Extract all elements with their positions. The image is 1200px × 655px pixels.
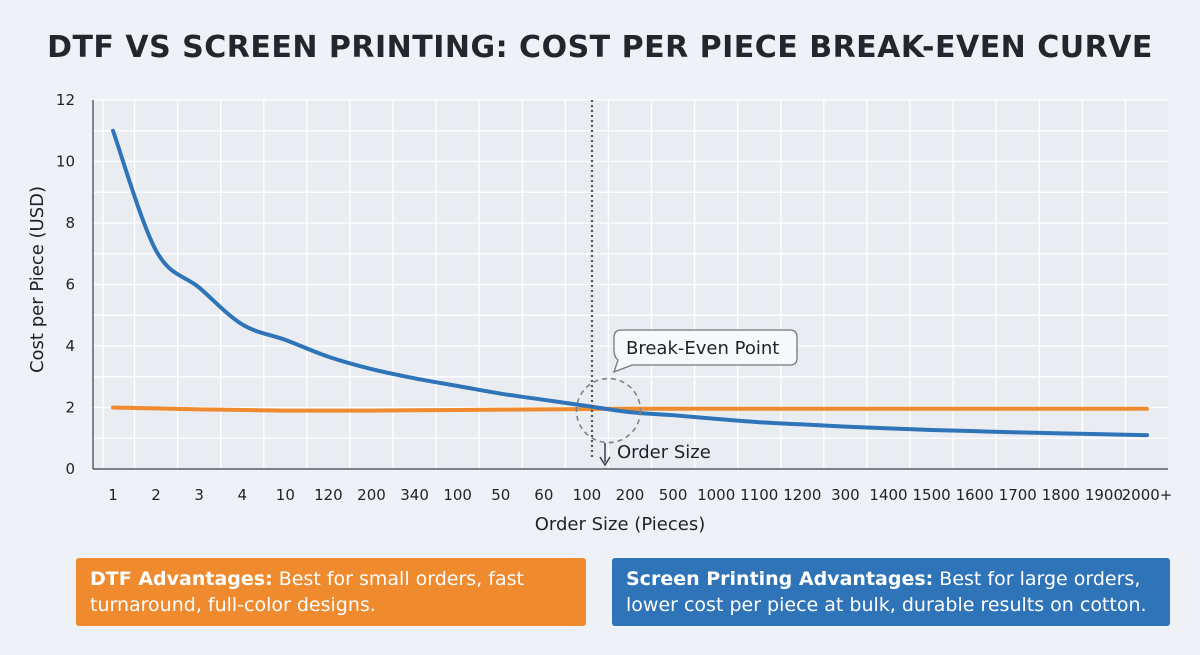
x-tick-label: 1800 [1042,486,1080,504]
x-tick-label: 500 [659,486,688,504]
x-tick-label: 100 [573,486,602,504]
x-tick-label: 2 [151,486,161,504]
x-tick-label: 2000+ [1122,486,1173,504]
y-tick-label: 4 [65,337,75,355]
x-tick-label: 1700 [999,486,1037,504]
x-tick-label: 120 [314,486,343,504]
x-tick-label: 1600 [956,486,994,504]
screen-printing-advantages-text: Best for large orders, lower cost per pi… [626,568,1147,616]
order-size-arrow-icon [599,456,611,467]
x-tick-label: 60 [534,486,553,504]
x-tick-label: 340 [400,486,429,504]
x-tick-label: 1200 [783,486,821,504]
y-tick-label: 8 [65,214,75,232]
x-tick-label: 300 [831,486,860,504]
y-tick-label: 6 [65,276,75,294]
series-line-blue [111,128,1149,438]
x-tick-label: 1100 [740,486,778,504]
series-line-orange [111,405,1149,413]
y-axis-title: Cost per Piece (USD) [27,186,48,373]
screen-printing-advantages-box: Screen Printing Advantages: Best for lar… [612,558,1170,626]
order-size-label: Order Size [617,442,711,463]
x-axis-title: Order Size (Pieces) [535,514,705,535]
y-tick-label: 10 [56,153,75,171]
x-tick-label: 200 [357,486,386,504]
y-tick-label: 2 [65,399,75,417]
x-tick-label: 1500 [912,486,950,504]
chart-title: DTF VS SCREEN PRINTING: COST PER PIECE B… [47,30,1153,65]
break-even-circle [575,377,642,444]
break-even-callout [612,329,798,374]
x-tick-label: 3 [194,486,204,504]
x-tick-label: 100 [443,486,472,504]
x-tick-label: 1000 [697,486,735,504]
x-tick-label: 4 [237,486,247,504]
x-tick-label: 50 [491,486,510,504]
axis-layer [92,100,1168,470]
y-tick-label: 12 [56,91,75,109]
x-tick-label: 1 [108,486,118,504]
screen-printing-advantages-heading: Screen Printing Advantages: [626,568,934,590]
annotation-layer: Break-Even Point Order Size [575,100,798,467]
series-layer [111,128,1149,438]
x-tick-label: 200 [616,486,645,504]
y-tick-label: 0 [65,460,75,478]
dtf-advantages-box: DTF Advantages: Best for small orders, f… [76,558,586,626]
break-even-label: Break-Even Point [626,338,779,359]
dtf-advantages-heading: DTF Advantages: [90,568,273,590]
dtf-advantages-text: Best for small orders, fast turnaround, … [90,568,524,616]
x-tick-label: 1400 [869,486,907,504]
x-tick-label: 1900 [1085,486,1123,504]
x-tick-label: 10 [276,486,295,504]
